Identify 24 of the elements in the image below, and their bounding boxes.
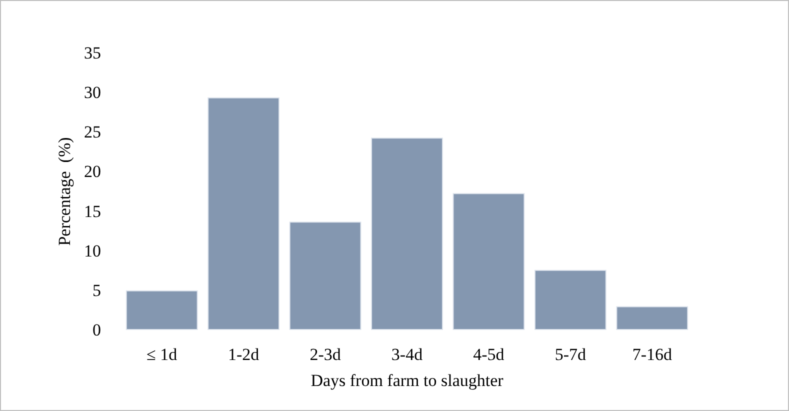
x-tick-label: 3-4d (391, 345, 424, 364)
x-tick-label: 2-3d (310, 345, 342, 364)
y-tick-label: 15 (84, 202, 101, 221)
bar (126, 290, 198, 330)
y-tick-label: 25 (84, 122, 101, 142)
x-tick-label: 5-7d (554, 345, 587, 364)
x-tick-label: 7-16d (632, 345, 672, 364)
bar (452, 193, 525, 330)
x-axis-title: Days from farm to slaughter (310, 371, 504, 390)
x-tick-label: 4-5d (473, 345, 505, 364)
y-axis-title: Percentage (%) (55, 137, 74, 246)
y-tick-label: 5 (92, 280, 101, 300)
x-tick-label: 1-2d (228, 345, 260, 364)
y-tick-label: 20 (84, 162, 101, 182)
bar (616, 306, 688, 330)
bar (208, 97, 280, 330)
y-tick-label: 0 (92, 320, 101, 340)
y-tick-label: 10 (84, 241, 101, 260)
bar (371, 138, 443, 330)
y-tick-label: 35 (84, 44, 101, 62)
y-tick-label: 30 (84, 83, 101, 102)
bar (289, 222, 362, 330)
x-tick-label: ≤ 1d (146, 345, 178, 364)
bar (534, 270, 606, 330)
